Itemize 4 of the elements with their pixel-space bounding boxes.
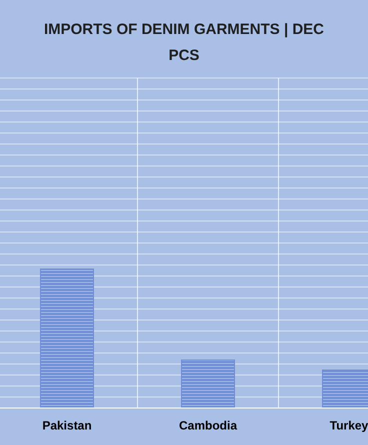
chart-title: IMPORTS OF DENIM GARMENTS | DEC PCS <box>44 21 324 64</box>
x-tick-label: Cambodia <box>178 418 238 433</box>
x-tick-label: Turkey <box>330 418 368 433</box>
x-tick-label: Pakistan <box>42 418 92 433</box>
